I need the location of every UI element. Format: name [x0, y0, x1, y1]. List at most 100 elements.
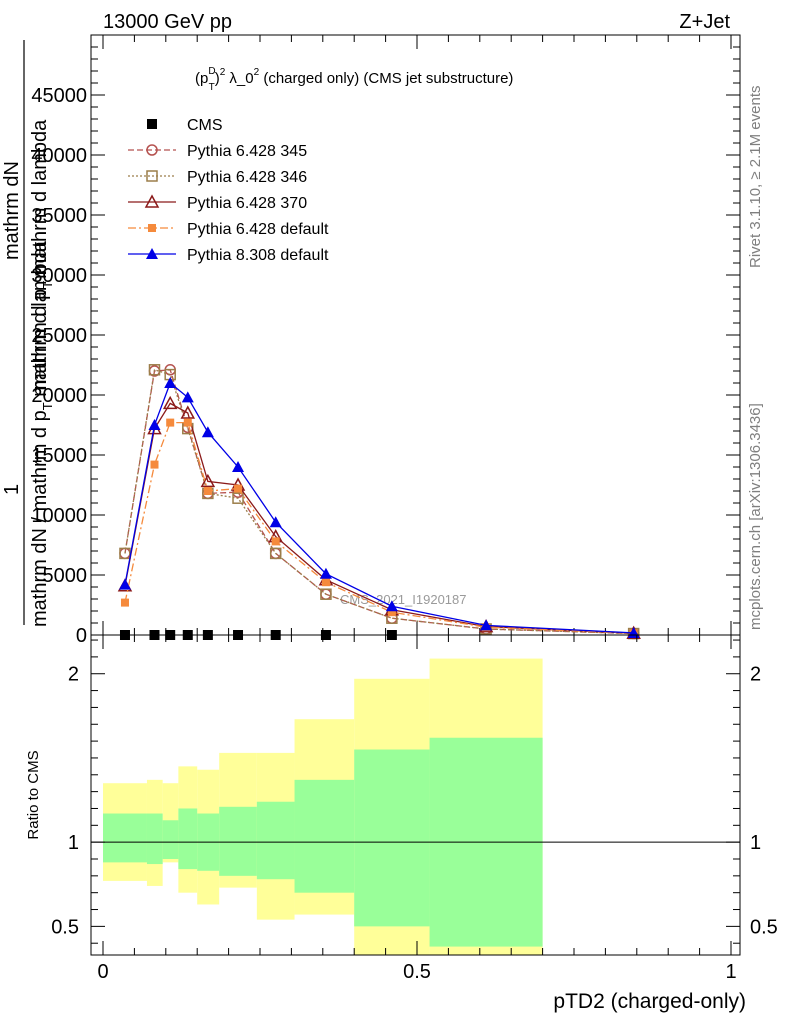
ylabel-num2-main: mathrm d p: [29, 289, 51, 390]
legend-marker: [144, 194, 160, 208]
y-tick-label: 0: [76, 625, 87, 647]
data-point: [385, 600, 398, 612]
main-panel: 0 5000 10000 15000 20000 25000 30000 35000 40000…: [31, 34, 741, 647]
ylabel-one: 1: [1, 484, 23, 495]
main-y-ticks: [91, 46, 740, 636]
y-tick-label: 45000: [31, 85, 87, 107]
ylabel-num2-tail: mathrm d lambda: [29, 119, 51, 281]
legend-label: Pythia 6.428 370: [187, 195, 307, 212]
header-right: Z+Jet: [679, 11, 730, 33]
legend-marker: [146, 170, 158, 182]
ratio-bands: [103, 658, 543, 955]
ratio-panel: 0.5 0.5 1 1 2 2 0 0.5 1 Ratio to CMS pTD2 (charg…: [25, 634, 778, 1013]
data-point: [148, 419, 161, 430]
ratio-y-tick-label-right: 1: [750, 832, 761, 854]
legend: CMS Pythia 6.428 345 Pythia 6.428 346 Pythi…: [128, 117, 329, 264]
title-sub: T: [209, 82, 215, 93]
y-tick-label: 40000: [31, 145, 87, 167]
legend-label: CMS: [187, 117, 223, 134]
y-tick-label: 25000: [31, 325, 87, 347]
ratio-y-axis-label: Ratio to CMS: [25, 750, 42, 839]
data-point: [232, 492, 244, 504]
ylabel-den: mathrm dN / mathrm d pT mathrm d lambda: [29, 240, 55, 627]
ylabel-num2: mathrm d pT mathrm d lambda: [29, 119, 55, 390]
legend-marker: [148, 224, 156, 232]
data-point: [319, 567, 332, 579]
legend-entry: CMS: [147, 117, 223, 134]
data-point: [203, 487, 212, 495]
legend-entry: Pythia 6.428 370: [128, 194, 307, 212]
legend-marker: [146, 144, 158, 156]
data-point: [118, 578, 131, 590]
green-band-bin: [354, 749, 430, 927]
ylabel-den-main: mathrm dN / mathrm d p: [29, 410, 51, 627]
legend-entry: Pythia 6.428 345: [128, 143, 307, 160]
x-tick-label: 0: [97, 961, 108, 983]
data-point: [180, 405, 196, 419]
header-left: 13000 GeV pp: [103, 11, 232, 33]
data-point: [148, 364, 161, 376]
data-point: [201, 426, 214, 438]
legend-label: Pythia 8.308 default: [187, 247, 329, 264]
ratio-y-tick-label: 0.5: [51, 916, 79, 938]
data-point: [166, 418, 175, 427]
y-tick-label: 20000: [31, 385, 87, 407]
data-point: [232, 461, 245, 472]
legend-marker: [146, 248, 158, 259]
y-tick-label: 35000: [31, 205, 87, 227]
legend-entry: Pythia 6.428 default: [128, 221, 329, 238]
main-y-axis-label: 1 mathrm dN mathrm d pT mathrm d lambda …: [1, 40, 55, 627]
series-line: [124, 369, 634, 635]
legend-label: Pythia 6.428 346: [187, 169, 307, 186]
x-axis-label: pTD2 (charged-only): [553, 990, 746, 1013]
data-point: [234, 484, 243, 493]
data-point: [387, 608, 396, 617]
data-point: [183, 418, 192, 427]
green-band-bin: [178, 808, 198, 870]
green-band-bin: [146, 813, 163, 865]
y-tick-label: 30000: [31, 265, 87, 287]
x-tick-label: 1: [725, 961, 736, 983]
green-band-bin: [256, 801, 295, 880]
data-point: [119, 547, 131, 560]
data-point: [269, 516, 282, 528]
data-point: [181, 391, 194, 403]
ylabel-den-tail: mathrm d lambda: [29, 240, 51, 402]
title-close: ): [215, 70, 220, 87]
title-open: (p: [195, 70, 208, 87]
green-band-bin: [162, 820, 179, 859]
green-band-bin: [219, 806, 257, 876]
ratio-y-tick-label: 2: [68, 664, 79, 686]
green-band-bin: [294, 779, 355, 893]
data-point: [120, 598, 129, 607]
title-tail: (charged only) (CMS jet substructure): [259, 70, 513, 87]
main-y-tick-labels: 0 5000 10000 15000 20000 25000 30000 35000 40000…: [31, 85, 87, 647]
ratio-frame: [90, 634, 741, 956]
data-point: [162, 395, 178, 410]
ylabel-den-sub: T: [40, 402, 55, 410]
y-tick-label: 5000: [43, 565, 88, 587]
legend-label: Pythia 6.428 default: [187, 221, 329, 238]
data-point: [269, 547, 282, 560]
data-point: [320, 588, 332, 600]
data-point: [200, 473, 216, 488]
ratio-ticks: [91, 635, 740, 955]
series-5: [118, 377, 640, 638]
y-tick-label: 10000: [31, 505, 87, 527]
ratio-tick-labels: 0.5 0.5 1 1 2 2 0 0.5 1: [51, 664, 778, 983]
rivet-version-label: Rivet 3.1.10, ≥ 2.1M events: [747, 86, 764, 269]
ratio-y-tick-label: 1: [68, 832, 79, 854]
ylabel-num: mathrm dN: [1, 161, 23, 260]
title-close-sup: 2: [220, 67, 226, 78]
x-tick-label: 0.5: [403, 961, 431, 983]
legend-label: Pythia 6.428 345: [187, 143, 307, 160]
ratio-y-tick-label-right: 0.5: [750, 916, 778, 938]
mcplots-label: mcplots.cern.ch [arXiv:1306.3436]: [747, 403, 764, 630]
data-point: [321, 578, 330, 587]
ratio-y-tick-label-right: 2: [750, 664, 761, 686]
title-sup2: 2: [254, 67, 260, 78]
plot-title: (pD T)2 λ_02 (charged only) (CMS jet subs…: [195, 66, 513, 93]
y-tick-label: 15000: [31, 445, 87, 467]
green-band-bin: [103, 813, 147, 863]
